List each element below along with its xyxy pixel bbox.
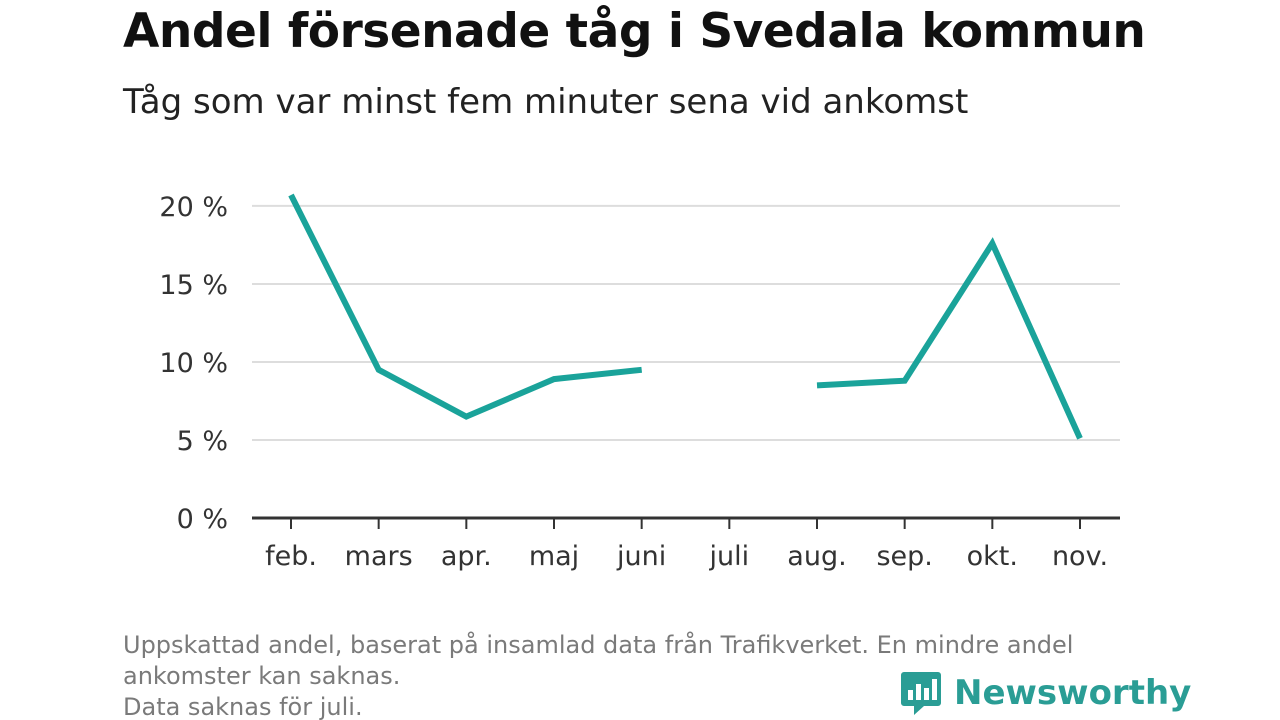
x-tick-label: feb. xyxy=(265,541,317,572)
gridlines xyxy=(252,204,1120,441)
footnote-line-3: Data saknas för juli. xyxy=(123,693,363,720)
y-tick-labels: 0 % 5 % 10 % 15 % 20 % xyxy=(159,192,228,535)
x-tick-label: aug. xyxy=(787,541,846,572)
chart-title: Andel försenade tåg i Svedala kommun xyxy=(123,4,1146,59)
x-tick-labels: feb. mars apr. maj juni juli aug. sep. okt. nov. xyxy=(265,541,1108,572)
x-tick-label: mars xyxy=(345,541,413,572)
x-axis xyxy=(252,516,1120,529)
footnote-line-1: Uppskattad andel, baserat på insamlad da… xyxy=(123,631,1074,659)
bar-chart-speech-bubble-icon xyxy=(901,672,941,715)
y-tick-label: 10 % xyxy=(159,348,228,379)
chart-subtitle: Tåg som var minst fem minuter sena vid a… xyxy=(123,82,969,122)
series-line-segment xyxy=(288,193,643,420)
footnote: Uppskattad andel, baserat på insamlad da… xyxy=(123,630,1163,720)
x-tick-label: apr. xyxy=(441,541,492,572)
series-lines xyxy=(288,193,1083,440)
y-tick-label: 15 % xyxy=(159,270,228,301)
x-tick-label: okt. xyxy=(967,541,1018,572)
x-tick-label: sep. xyxy=(876,541,932,572)
series-line-segment xyxy=(816,237,1083,440)
y-tick-label: 0 % xyxy=(177,504,228,535)
x-tick-label: juli xyxy=(709,541,750,572)
x-tick-label: nov. xyxy=(1052,541,1108,572)
line-chart: 0 % 5 % 10 % 15 % 20 % feb. mars apr. maj juni ju… xyxy=(159,192,1120,572)
y-tick-label: 20 % xyxy=(159,192,228,223)
brand-name: Newsworthy xyxy=(954,673,1192,713)
y-tick-label: 5 % xyxy=(177,426,228,457)
x-tick-label: maj xyxy=(529,541,579,572)
footnote-line-2: ankomster kan saknas. xyxy=(123,662,401,690)
x-tick-label: juni xyxy=(616,541,666,572)
brand-logo: Newsworthy xyxy=(900,670,1191,716)
